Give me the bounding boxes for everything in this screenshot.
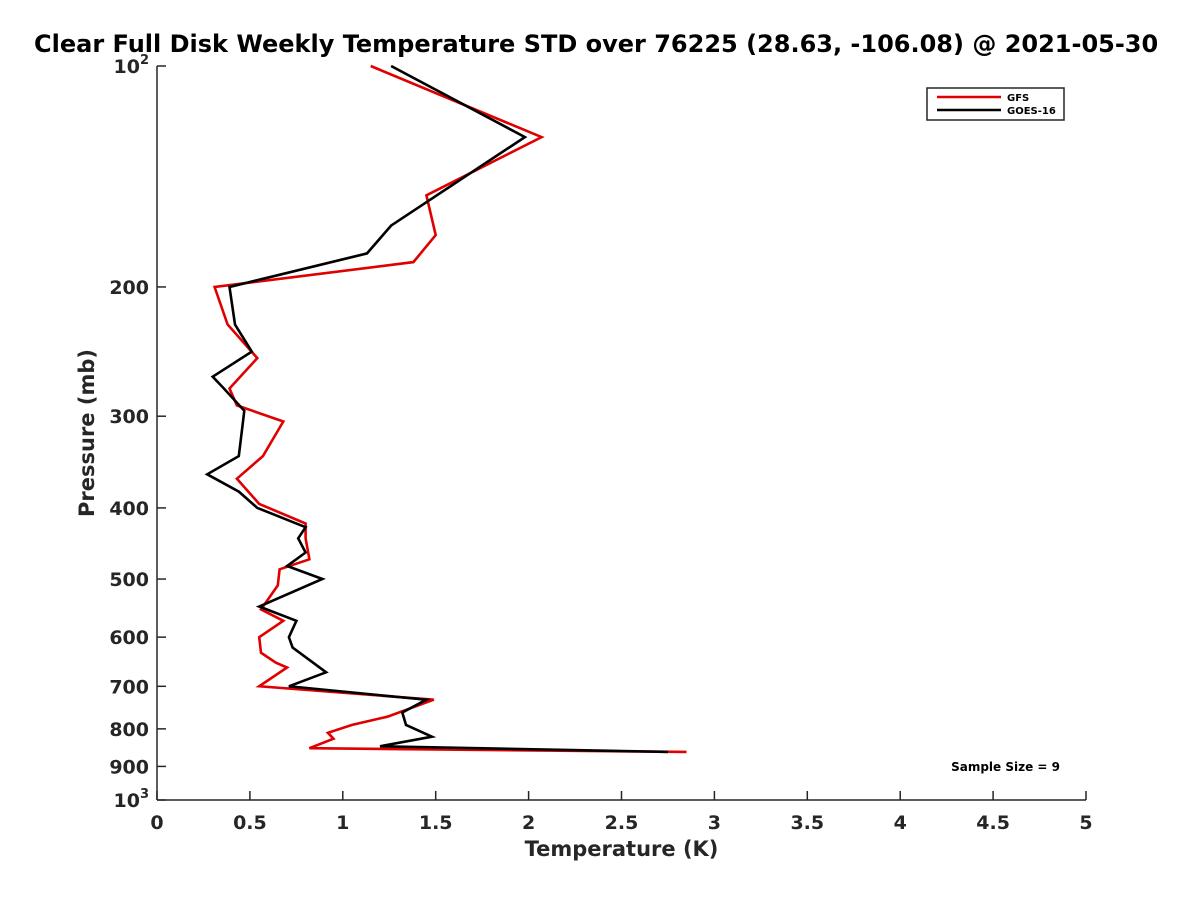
x-axis-label: Temperature (K): [525, 837, 719, 861]
x-tick-label: 0: [150, 812, 163, 834]
y-tick-label: 102: [114, 53, 150, 78]
legend-entry: GOES-16: [1007, 106, 1056, 117]
x-tick-label: 2: [522, 812, 535, 834]
y-tick-label: 700: [109, 676, 149, 698]
y-tick-label: 600: [109, 627, 149, 649]
x-tick-label: 3: [708, 812, 721, 834]
series-line-gfs: [212, 64, 687, 754]
chart-title: Clear Full Disk Weekly Temperature STD o…: [34, 30, 1159, 58]
x-tick-label: 1.5: [419, 812, 453, 834]
x-tick-label: 3.5: [790, 812, 824, 834]
sample-size-annotation: Sample Size = 9: [951, 760, 1060, 774]
legend-entry: GFS: [1007, 93, 1029, 104]
y-tick-label: 300: [109, 406, 149, 428]
y-tick-label: 400: [109, 498, 149, 520]
axes-layer: 0 0.5 1 1.5 2 2.5 3 3.5 4 4.5 5 102 200 300 400 500 600 7…: [75, 53, 1093, 861]
x-tick-label: 4: [894, 812, 907, 834]
legend-box: [926, 87, 1065, 121]
y-tick-label: 900: [109, 756, 149, 778]
x-tick-label: 5: [1079, 812, 1092, 834]
y-tick-label: 500: [109, 569, 149, 591]
y-tick-label: 800: [109, 719, 149, 741]
annotation-layer: Sample Size = 9: [951, 760, 1060, 774]
x-tick-label: 1: [336, 812, 349, 834]
y-tick-label: 200: [109, 277, 149, 299]
y-axis-label: Pressure (mb): [75, 349, 99, 517]
x-tick-label: 2.5: [605, 812, 639, 834]
y-tick-label: 103: [114, 787, 150, 812]
x-tick-label: 0.5: [233, 812, 267, 834]
legend: GFS GOES-16: [926, 87, 1065, 121]
series-layer: [204, 64, 687, 754]
x-tick-label: 4.5: [976, 812, 1010, 834]
series-line-goes-16: [204, 64, 669, 754]
